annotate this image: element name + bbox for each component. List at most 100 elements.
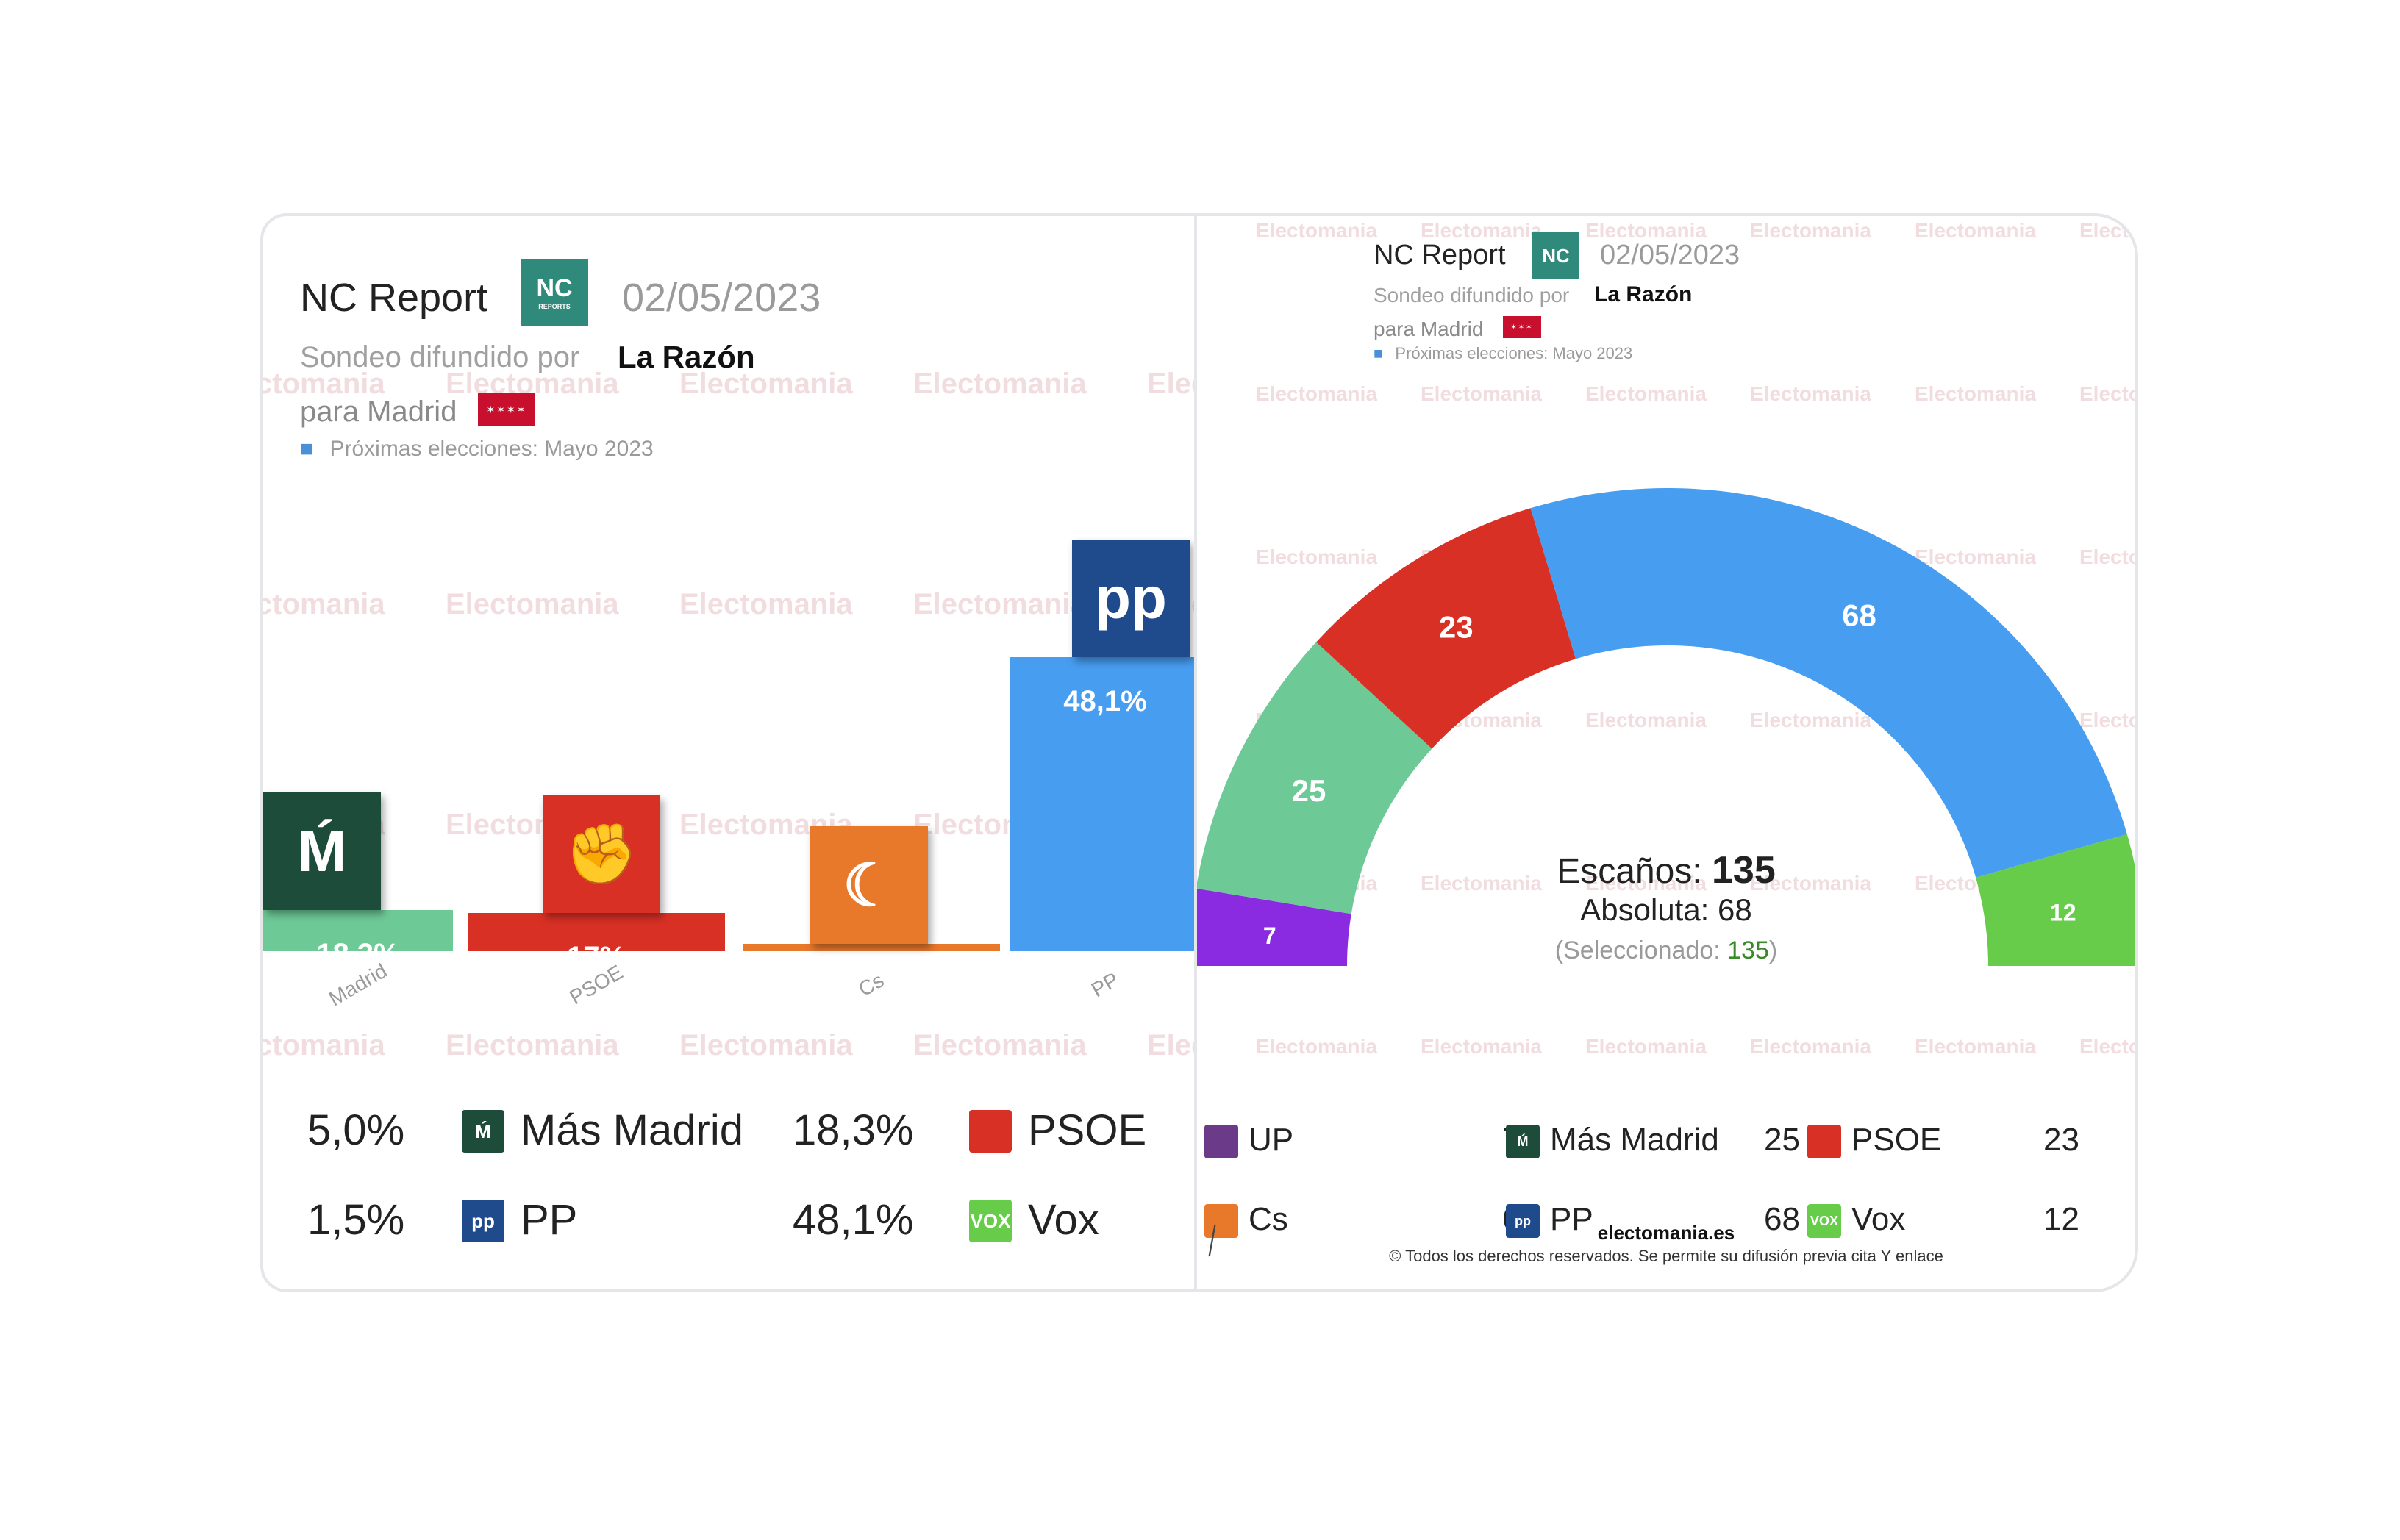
legend-seats: 23	[2043, 1122, 2079, 1158]
legend-up-icon	[1204, 1125, 1238, 1158]
watermark-text: Electomania	[2079, 545, 2135, 568]
watermark-text: Electomania	[1750, 1035, 1871, 1058]
bar-chart-panel: Electomania Electomania Electomania Electom…	[260, 213, 1197, 1292]
bar-value-label: 18,3%	[316, 937, 400, 970]
hemicycle-panel: Electomania Electomania Electomania Electom…	[1194, 213, 2138, 1292]
legend-seats: 12	[2043, 1201, 2079, 1237]
legend-vox-icon: VOX	[969, 1200, 1012, 1242]
legend-psoe-icon	[969, 1110, 1012, 1153]
legend-más-madrid-icon: Ḿ	[1506, 1125, 1540, 1158]
watermark-text: Electomania	[1256, 545, 1377, 568]
watermark-text: Electomania	[1256, 382, 1377, 405]
legend-value: 48,1%	[793, 1196, 914, 1244]
watermark-text: Electomania	[1750, 709, 1871, 731]
bar-value-label: 17%	[566, 940, 626, 973]
ballot-box-icon: ■	[1374, 344, 1384, 362]
region-text: para Madrid	[1374, 318, 1484, 340]
watermark-text: Electomania	[2079, 219, 2135, 242]
x-tick-label: PP	[1087, 967, 1123, 1002]
watermark-text: Electomania	[1750, 219, 1871, 242]
party-logo-pp-icon: pp	[1072, 540, 1190, 657]
watermark-text: Electomania	[679, 588, 853, 620]
watermark-text: Electomania	[263, 368, 385, 400]
madrid-flag-icon: ✶✶✶✶	[478, 393, 535, 426]
legend-más-madrid-icon: Ḿ	[462, 1110, 504, 1153]
absolute-majority: Absoluta: 68	[1580, 892, 1752, 927]
legend-psoe-icon	[1807, 1125, 1841, 1158]
watermark-text: Electomania	[1585, 1035, 1707, 1058]
legend-value: 5,0%	[307, 1106, 405, 1154]
bar-value-label: 48,1%	[1063, 685, 1147, 717]
legend-party-name: PSOE	[1028, 1106, 1147, 1154]
region-text: para Madrid	[300, 395, 457, 428]
watermark-text: Electomania	[446, 588, 619, 620]
nc-report-logo: NC REPORTS	[521, 259, 588, 326]
selected-seats: (Seleccionado: 135)	[1554, 936, 1778, 964]
madrid-flag-icon: ✶✶✶	[1503, 316, 1541, 338]
party-logo-cs-icon: ☾	[810, 826, 928, 944]
subtitle-prefix: Sondeo difundido por	[300, 341, 580, 373]
bar-psoe	[468, 912, 725, 951]
pollster-name: NC Report	[1374, 240, 1506, 271]
bar-madrid	[263, 909, 453, 951]
media-name: La Razón	[618, 340, 755, 374]
poll-date: 02/05/2023	[1600, 240, 1740, 271]
slice-value-label: 68	[1842, 598, 1876, 633]
party-logo-psoe-icon: ✊	[543, 795, 660, 913]
legend-party-name: Vox	[1028, 1196, 1099, 1244]
nc-report-logo: NC	[1532, 232, 1579, 279]
hemicycle-slice-psoe[interactable]	[1316, 508, 1576, 749]
legend-value: 1,5%	[307, 1196, 405, 1244]
watermark-text: Electomania	[1585, 872, 1707, 895]
slice-value-label: 25	[1292, 773, 1326, 808]
watermark-text: Electomania	[1915, 545, 2036, 568]
legend-party-name: Más Madrid	[1550, 1122, 1719, 1158]
watermark-text: Electomania	[1147, 1029, 1197, 1061]
poll-date: 02/05/2023	[622, 276, 821, 320]
watermark-text: Electomania	[1585, 709, 1707, 731]
watermark-text: Electomania	[1750, 382, 1871, 405]
watermark-text: Electomania	[2079, 1035, 2135, 1058]
watermark-text: Electomania	[1585, 219, 1707, 242]
legend-seats: 68	[1764, 1201, 1800, 1237]
watermark-text: Electomania	[1585, 382, 1707, 405]
legend-pp-icon: pp	[1506, 1204, 1540, 1238]
legend-party-name: Vox	[1851, 1201, 1906, 1237]
slice-value-label: 12	[2050, 899, 2076, 925]
legend-party-name: Más Madrid	[521, 1106, 743, 1154]
slice-value-label: 23	[1439, 610, 1474, 645]
watermark-text: Electomania	[913, 588, 1087, 620]
media-name: La Razón	[1594, 282, 1693, 307]
watermark-text: Electomania	[1915, 219, 2036, 242]
watermark-text: Electomania	[1421, 872, 1542, 895]
hemicycle-slice-más-madrid[interactable]	[1197, 642, 1432, 914]
hemicycle-slice-pp[interactable]	[1530, 488, 2127, 878]
x-tick-label: Cs	[854, 968, 888, 1001]
legend-party-name: UP	[1249, 1122, 1294, 1158]
pollster-name: NC Report	[300, 276, 488, 320]
watermark-text: Electomania	[1147, 368, 1197, 400]
bar-cs	[743, 944, 1000, 951]
watermark-text: Electomania	[1256, 219, 1377, 242]
bar-pp	[1010, 657, 1197, 951]
legend-vox-icon: VOX	[1807, 1204, 1841, 1238]
watermark-text: Electomania	[1421, 219, 1542, 242]
watermark-text: Electomania	[1915, 382, 2036, 405]
watermark-text: Electomania	[679, 368, 853, 400]
watermark-text: Electomania	[679, 1029, 853, 1061]
slice-value-label: 7	[1263, 923, 1276, 949]
watermark-text: Electomania	[913, 1029, 1087, 1061]
hemicycle-slice-vox[interactable]	[1976, 834, 2135, 966]
party-logo-madrid-icon: Ḿ	[263, 792, 381, 910]
footer-site[interactable]: electomania.es	[1597, 1222, 1735, 1244]
legend-party-name: PP	[1550, 1201, 1593, 1237]
watermark-text: Electomania	[1421, 382, 1542, 405]
watermark-text: Electomania	[1256, 1035, 1377, 1058]
watermark-text: Electomania	[913, 368, 1087, 400]
legend-value: 18,3%	[793, 1106, 914, 1154]
watermark-text: Electomania	[263, 1029, 385, 1061]
legend-seats: 25	[1764, 1122, 1800, 1158]
hemicycle-slice-up[interactable]	[1197, 888, 1351, 966]
seats-total-line: Escaños: 135	[1557, 849, 1776, 892]
next-elections: ■ Próximas elecciones: Mayo 2023	[300, 437, 654, 461]
